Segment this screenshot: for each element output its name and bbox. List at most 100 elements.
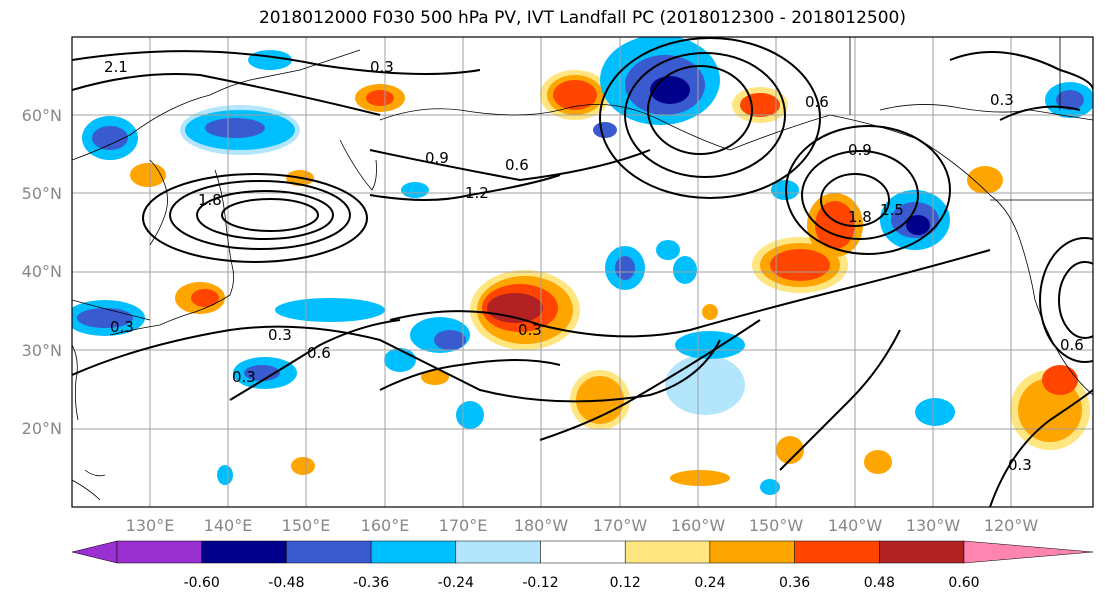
lon-label: 150°W xyxy=(749,516,804,535)
anomaly-patch xyxy=(702,304,718,320)
colorbar-tick-label: 0.36 xyxy=(779,575,810,591)
anomaly-patch xyxy=(656,240,680,260)
colorbar-tick-label: 0.24 xyxy=(694,575,725,591)
anomaly-patch xyxy=(760,479,780,495)
anomaly-patch xyxy=(1056,90,1084,110)
anomaly-patch xyxy=(205,118,265,138)
anomaly-patch xyxy=(593,122,617,138)
colorbar-segment xyxy=(879,540,965,564)
anomaly-patch xyxy=(434,330,466,350)
contour-label: 0.3 xyxy=(518,321,542,339)
colorbar-segment xyxy=(624,540,711,564)
lat-label: 20°N xyxy=(22,419,62,438)
map-frame xyxy=(71,36,1094,508)
anomaly-patch xyxy=(291,457,315,475)
anomaly-patch xyxy=(670,470,730,486)
lat-label: 30°N xyxy=(22,341,62,360)
lon-label: 180°W xyxy=(514,516,569,535)
anomaly-patch xyxy=(191,289,219,307)
anomaly-patch xyxy=(421,369,449,385)
anomaly-patch xyxy=(615,256,635,280)
lat-label: 50°N xyxy=(22,184,62,203)
colorbar-segment xyxy=(794,540,880,564)
contour-label: 1.8 xyxy=(848,208,872,226)
lon-label: 170°W xyxy=(593,516,648,535)
lon-label: 160°W xyxy=(671,516,726,535)
contour-label: 2.1 xyxy=(104,58,128,76)
anomaly-patch xyxy=(770,249,830,281)
colorbar-segment xyxy=(201,540,287,564)
contour-label: 0.6 xyxy=(505,156,529,174)
contour-label: 0.6 xyxy=(307,344,331,362)
latitude-labels: 60°N 50°N 40°N 30°N 20°N xyxy=(22,106,62,438)
colorbar-tick-label: -0.48 xyxy=(268,575,304,591)
anomaly-patch xyxy=(553,80,597,110)
colorbar-extend-high xyxy=(963,540,1094,564)
lon-label: 170°E xyxy=(439,516,488,535)
contour-label: 0.6 xyxy=(1060,336,1084,354)
anomaly-patch xyxy=(906,215,930,235)
contour-label: 0.9 xyxy=(848,141,872,159)
anomaly-patch xyxy=(77,308,133,328)
colorbar-segment xyxy=(455,540,541,564)
colorbar-tick-label: 0.48 xyxy=(864,575,895,591)
anomaly-patch xyxy=(864,450,892,474)
anomaly-patch xyxy=(366,90,394,106)
lon-label: 140°W xyxy=(828,516,883,535)
anomaly-patch xyxy=(217,465,233,485)
contour-label: 0.3 xyxy=(232,368,256,386)
lon-label: 160°E xyxy=(361,516,410,535)
contour-label: 1.2 xyxy=(465,184,489,202)
lon-label: 120°W xyxy=(984,516,1039,535)
colorbar-tick-label: -0.24 xyxy=(438,575,474,591)
anomaly-patch xyxy=(776,436,804,464)
lon-label: 130°E xyxy=(126,516,175,535)
lon-label: 140°E xyxy=(204,516,253,535)
longitude-labels: 130°E 140°E 150°E 160°E 170°E 180°W 170°W 160°W… xyxy=(126,516,1039,535)
contour-label: 0.3 xyxy=(1008,456,1032,474)
anomaly-patch xyxy=(1042,365,1078,395)
contour-label: 0.3 xyxy=(370,58,394,76)
colorbar-segment xyxy=(116,540,202,564)
lat-label: 60°N xyxy=(22,106,62,125)
colorbar-tick-label: 0.60 xyxy=(948,575,979,591)
lon-label: 130°W xyxy=(906,516,961,535)
colorbar-segment xyxy=(286,540,372,564)
pv-contours xyxy=(72,37,1093,507)
contour-label: 0.6 xyxy=(805,93,829,111)
anomaly-patch xyxy=(915,398,955,426)
colorbar-tick-label: -0.60 xyxy=(184,575,220,591)
anomaly-patch xyxy=(456,401,484,429)
contour-label: 0.9 xyxy=(425,149,449,167)
anomaly-patch xyxy=(248,50,292,70)
anomaly-patch xyxy=(275,298,385,322)
contour-labels: 0.3 0.6 0.9 1.2 1.5 1.8 1.8 2.1 0.3 0.3 … xyxy=(104,58,1084,474)
lat-label: 40°N xyxy=(22,262,62,281)
contour-label: 0.3 xyxy=(268,326,292,344)
anomaly-patch xyxy=(673,256,697,284)
anomaly-patch xyxy=(401,182,429,198)
contour-label: 1.5 xyxy=(880,201,904,219)
colorbar-tick-label: 0.12 xyxy=(610,575,641,591)
anomaly-patch xyxy=(92,126,128,150)
coastlines xyxy=(72,37,1093,501)
map-title: 2018012000 F030 500 hPa PV, IVT Landfall… xyxy=(258,8,906,28)
colorbar-segment xyxy=(709,540,795,564)
colorbar-tick-label: -0.12 xyxy=(522,575,558,591)
contour-label: 0.3 xyxy=(990,91,1014,109)
contour-label: 1.8 xyxy=(198,191,222,209)
anomaly-patch xyxy=(650,76,690,104)
anomaly-patch xyxy=(967,166,1003,194)
anomaly-patch xyxy=(384,348,416,372)
colorbar-tick-label: -0.36 xyxy=(353,575,389,591)
anomaly-patch xyxy=(244,365,280,381)
anomaly-patch xyxy=(665,355,745,415)
lon-label: 150°E xyxy=(282,516,331,535)
colorbar-segment xyxy=(370,540,457,564)
colorbar-segment xyxy=(540,540,626,564)
colorbar-extend-low xyxy=(71,540,118,564)
anomaly-patch xyxy=(740,93,780,117)
contour-label: 0.3 xyxy=(110,318,134,336)
colorbar: -0.60 -0.48 -0.36 -0.24 -0.12 0.12 0.24 0.36 0.4… xyxy=(71,540,1094,591)
